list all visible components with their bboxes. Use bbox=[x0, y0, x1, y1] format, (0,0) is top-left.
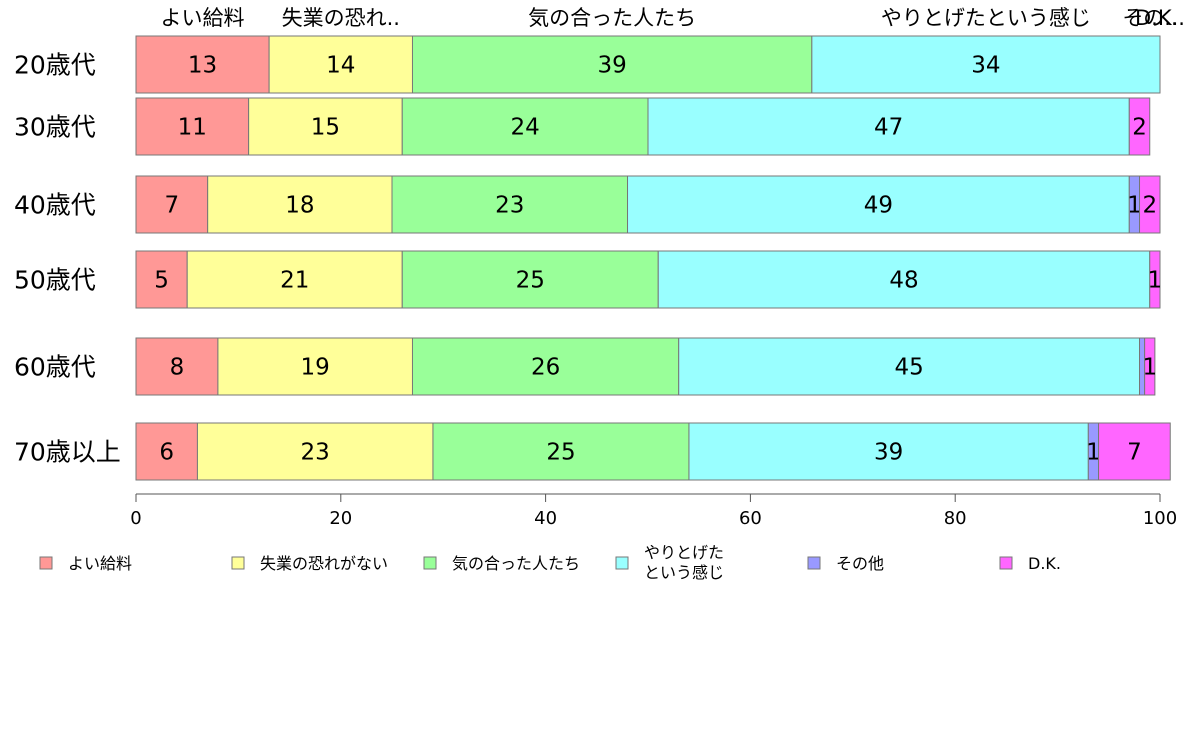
top-segment-labels: よい給料 失業の恐れ.. 気の合った人たち やりとげたという感じ その..D.K.. bbox=[161, 6, 1185, 30]
bar-segment bbox=[135, 97, 250, 156]
x-tick-label: 60 bbox=[739, 508, 762, 529]
legend-label: よい給料 bbox=[68, 554, 132, 573]
bar-segment bbox=[135, 337, 219, 396]
top-segment-label: その.. bbox=[1122, 6, 1177, 30]
legend-label: 失業の恐れがない bbox=[260, 554, 388, 573]
bar-segment bbox=[432, 422, 690, 481]
legend: よい給料 失業の恐れがない 気の合った人たち やりとげたという感じ その他 D.K. bbox=[39, 543, 1061, 582]
data-label: 19 bbox=[301, 355, 330, 381]
bar-segment bbox=[411, 337, 680, 396]
bar-segment bbox=[207, 175, 393, 234]
top-segment-label: 気の合った人たち bbox=[528, 6, 696, 30]
data-label: 1 bbox=[1086, 440, 1101, 466]
data-label: 39 bbox=[874, 440, 903, 466]
category-label: 30歳代 bbox=[14, 113, 96, 142]
data-label: 15 bbox=[311, 115, 340, 141]
legend-swatch bbox=[615, 556, 629, 570]
legend-label: という感じ bbox=[644, 563, 724, 582]
bar-segment bbox=[186, 250, 403, 309]
x-tick-label: 0 bbox=[130, 508, 141, 529]
data-label: 2 bbox=[1142, 193, 1157, 219]
data-label: 7 bbox=[1127, 440, 1142, 466]
data-label: 1 bbox=[1127, 193, 1142, 219]
bar-segment bbox=[135, 35, 270, 94]
data-label: 39 bbox=[598, 53, 627, 79]
data-label: 24 bbox=[510, 115, 539, 141]
legend-label: 気の合った人たち bbox=[452, 554, 580, 573]
data-label: 8 bbox=[170, 355, 185, 381]
data-label: 23 bbox=[301, 440, 330, 466]
bar-segment bbox=[1144, 337, 1156, 396]
bar-segment bbox=[1128, 97, 1151, 156]
data-label: 14 bbox=[326, 53, 355, 79]
bar-segment bbox=[401, 97, 649, 156]
data-label: 6 bbox=[159, 440, 174, 466]
bar-segment bbox=[1149, 250, 1161, 309]
bar-segment bbox=[135, 175, 209, 234]
data-label: 25 bbox=[516, 268, 545, 294]
data-label: 49 bbox=[864, 193, 893, 219]
category-labels: 20歳代 30歳代 40歳代 50歳代 60歳代 70歳以上 bbox=[14, 51, 121, 467]
data-label: 7 bbox=[165, 193, 180, 219]
bar-segment bbox=[248, 97, 403, 156]
data-label: 13 bbox=[188, 53, 217, 79]
data-label: 1 bbox=[1148, 268, 1163, 294]
bar-segment bbox=[647, 97, 1130, 156]
top-segment-label: やりとげたという感じ bbox=[881, 6, 1091, 30]
bar-segment bbox=[268, 35, 413, 94]
bar-segment bbox=[678, 337, 1141, 396]
data-label: 1 bbox=[1142, 355, 1157, 381]
data-label: 47 bbox=[874, 115, 903, 141]
data-label: 26 bbox=[531, 355, 560, 381]
category-label: 50歳代 bbox=[14, 266, 96, 295]
data-label: 25 bbox=[546, 440, 575, 466]
data-label: 23 bbox=[495, 193, 524, 219]
bar-segment bbox=[391, 175, 629, 234]
top-segment-label: 失業の恐れ.. bbox=[282, 6, 400, 30]
bar-segment bbox=[411, 35, 813, 94]
x-tick-label: 40 bbox=[534, 508, 557, 529]
category-label: 40歳代 bbox=[14, 191, 96, 220]
bar-segment bbox=[688, 422, 1089, 481]
bar-segment bbox=[1139, 175, 1161, 234]
category-label: 20歳代 bbox=[14, 51, 96, 80]
legend-label: その他 bbox=[836, 554, 884, 573]
legend-swatch bbox=[231, 556, 245, 570]
legend-swatch bbox=[423, 556, 437, 570]
legend-swatch bbox=[999, 556, 1013, 570]
data-label: 48 bbox=[889, 268, 918, 294]
bar-segment bbox=[627, 175, 1130, 234]
bar-segment bbox=[401, 250, 659, 309]
bar-segment bbox=[1098, 422, 1171, 481]
bar-segment bbox=[217, 337, 413, 396]
data-label: 45 bbox=[894, 355, 923, 381]
data-label: 11 bbox=[178, 115, 207, 141]
data-label: 34 bbox=[971, 53, 1000, 79]
bar-segment bbox=[135, 422, 198, 481]
data-label: 2 bbox=[1132, 115, 1147, 141]
data-label: 18 bbox=[285, 193, 314, 219]
x-tick-label: 20 bbox=[329, 508, 352, 529]
category-label: 60歳代 bbox=[14, 353, 96, 382]
legend-swatch bbox=[39, 556, 53, 570]
bar-segment bbox=[135, 250, 188, 309]
bar-segment bbox=[657, 250, 1151, 309]
top-segment-label: D.K.. bbox=[1135, 6, 1185, 30]
legend-label: D.K. bbox=[1028, 554, 1061, 573]
x-tick-label: 100 bbox=[1143, 508, 1177, 529]
data-label: 5 bbox=[154, 268, 169, 294]
legend-label: やりとげた bbox=[644, 543, 724, 562]
top-segment-label: よい給料 bbox=[161, 6, 245, 30]
data-label: 21 bbox=[280, 268, 309, 294]
category-label: 70歳以上 bbox=[14, 438, 121, 467]
x-tick-label: 80 bbox=[944, 508, 967, 529]
legend-swatch bbox=[807, 556, 821, 570]
bar-segment bbox=[811, 35, 1161, 94]
x-axis: 0 20 40 60 80 100 bbox=[130, 493, 1177, 529]
